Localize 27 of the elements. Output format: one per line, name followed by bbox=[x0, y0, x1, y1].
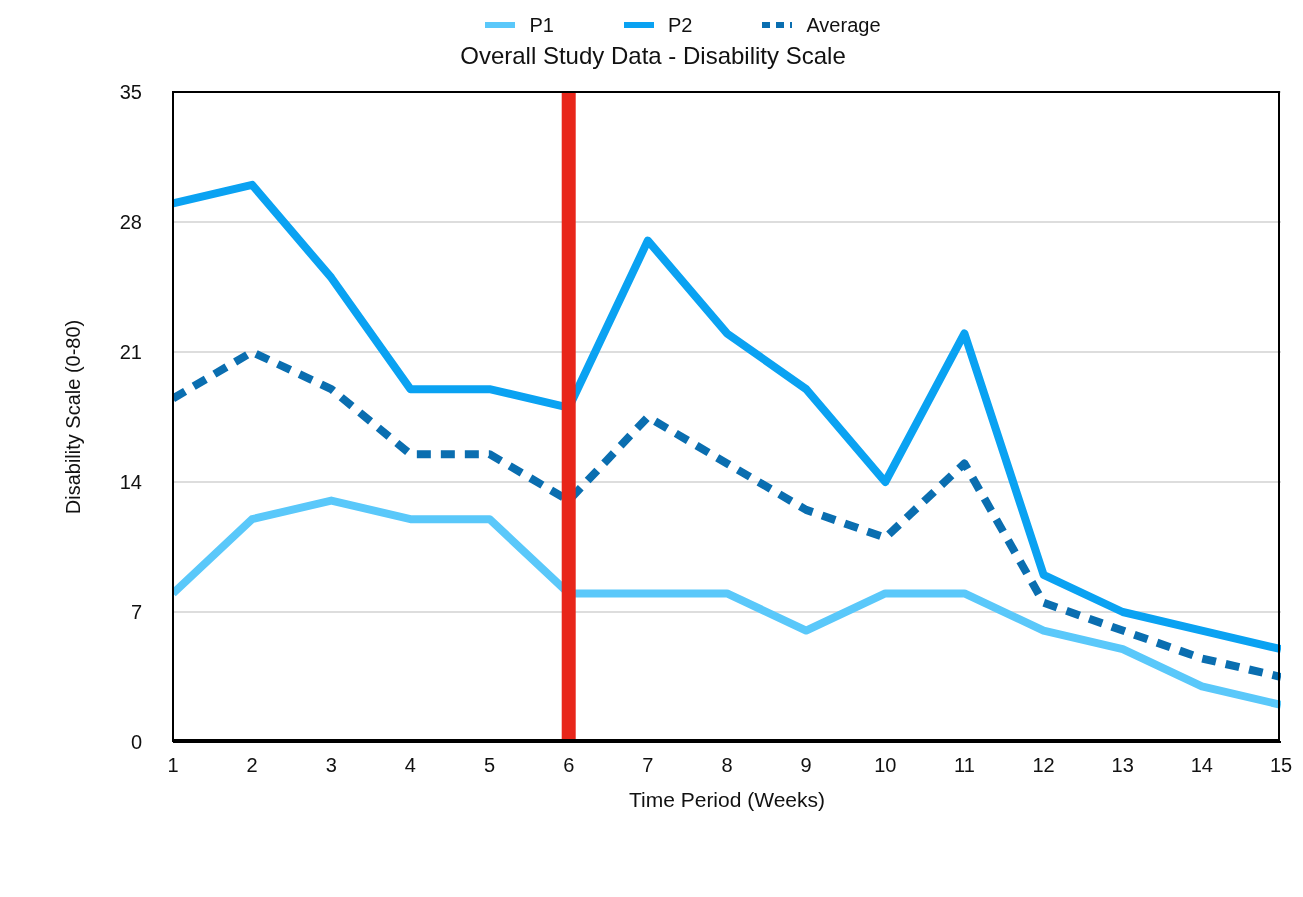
legend-label: Average bbox=[806, 13, 881, 37]
y-axis-title: Disability Scale (0-80) bbox=[62, 319, 85, 515]
y-tick-label: 0 bbox=[130, 731, 142, 754]
y-tick-label: 7 bbox=[130, 601, 142, 624]
y-tick-label: 21 bbox=[119, 341, 142, 364]
y-tick-label: 14 bbox=[119, 471, 142, 494]
x-tick-label: 5 bbox=[484, 754, 496, 777]
legend-label: P2 bbox=[667, 13, 693, 37]
x-axis-title: Time Period (Weeks) bbox=[628, 788, 826, 811]
x-tick-label: 7 bbox=[642, 754, 654, 777]
legend-label: P1 bbox=[529, 13, 554, 37]
chart-title: Overall Study Data - Disability Scale bbox=[459, 42, 847, 71]
x-tick-label: 15 bbox=[1269, 754, 1293, 777]
x-tick-label: 1 bbox=[167, 754, 179, 777]
x-tick-label: 12 bbox=[1032, 754, 1055, 777]
x-tick-label: 9 bbox=[800, 754, 812, 777]
x-tick-label: 3 bbox=[325, 754, 337, 777]
x-tick-label: 2 bbox=[246, 754, 258, 777]
x-tick-label: 14 bbox=[1190, 754, 1213, 777]
x-tick-label: 10 bbox=[874, 754, 897, 777]
y-tick-label: 28 bbox=[119, 211, 142, 234]
x-tick-label: 11 bbox=[954, 754, 975, 777]
x-tick-label: 4 bbox=[404, 754, 416, 777]
x-tick-label: 8 bbox=[721, 754, 733, 777]
x-tick-label: 6 bbox=[563, 754, 575, 777]
y-tick-label: 35 bbox=[119, 81, 142, 104]
x-tick-label: 13 bbox=[1111, 754, 1134, 777]
